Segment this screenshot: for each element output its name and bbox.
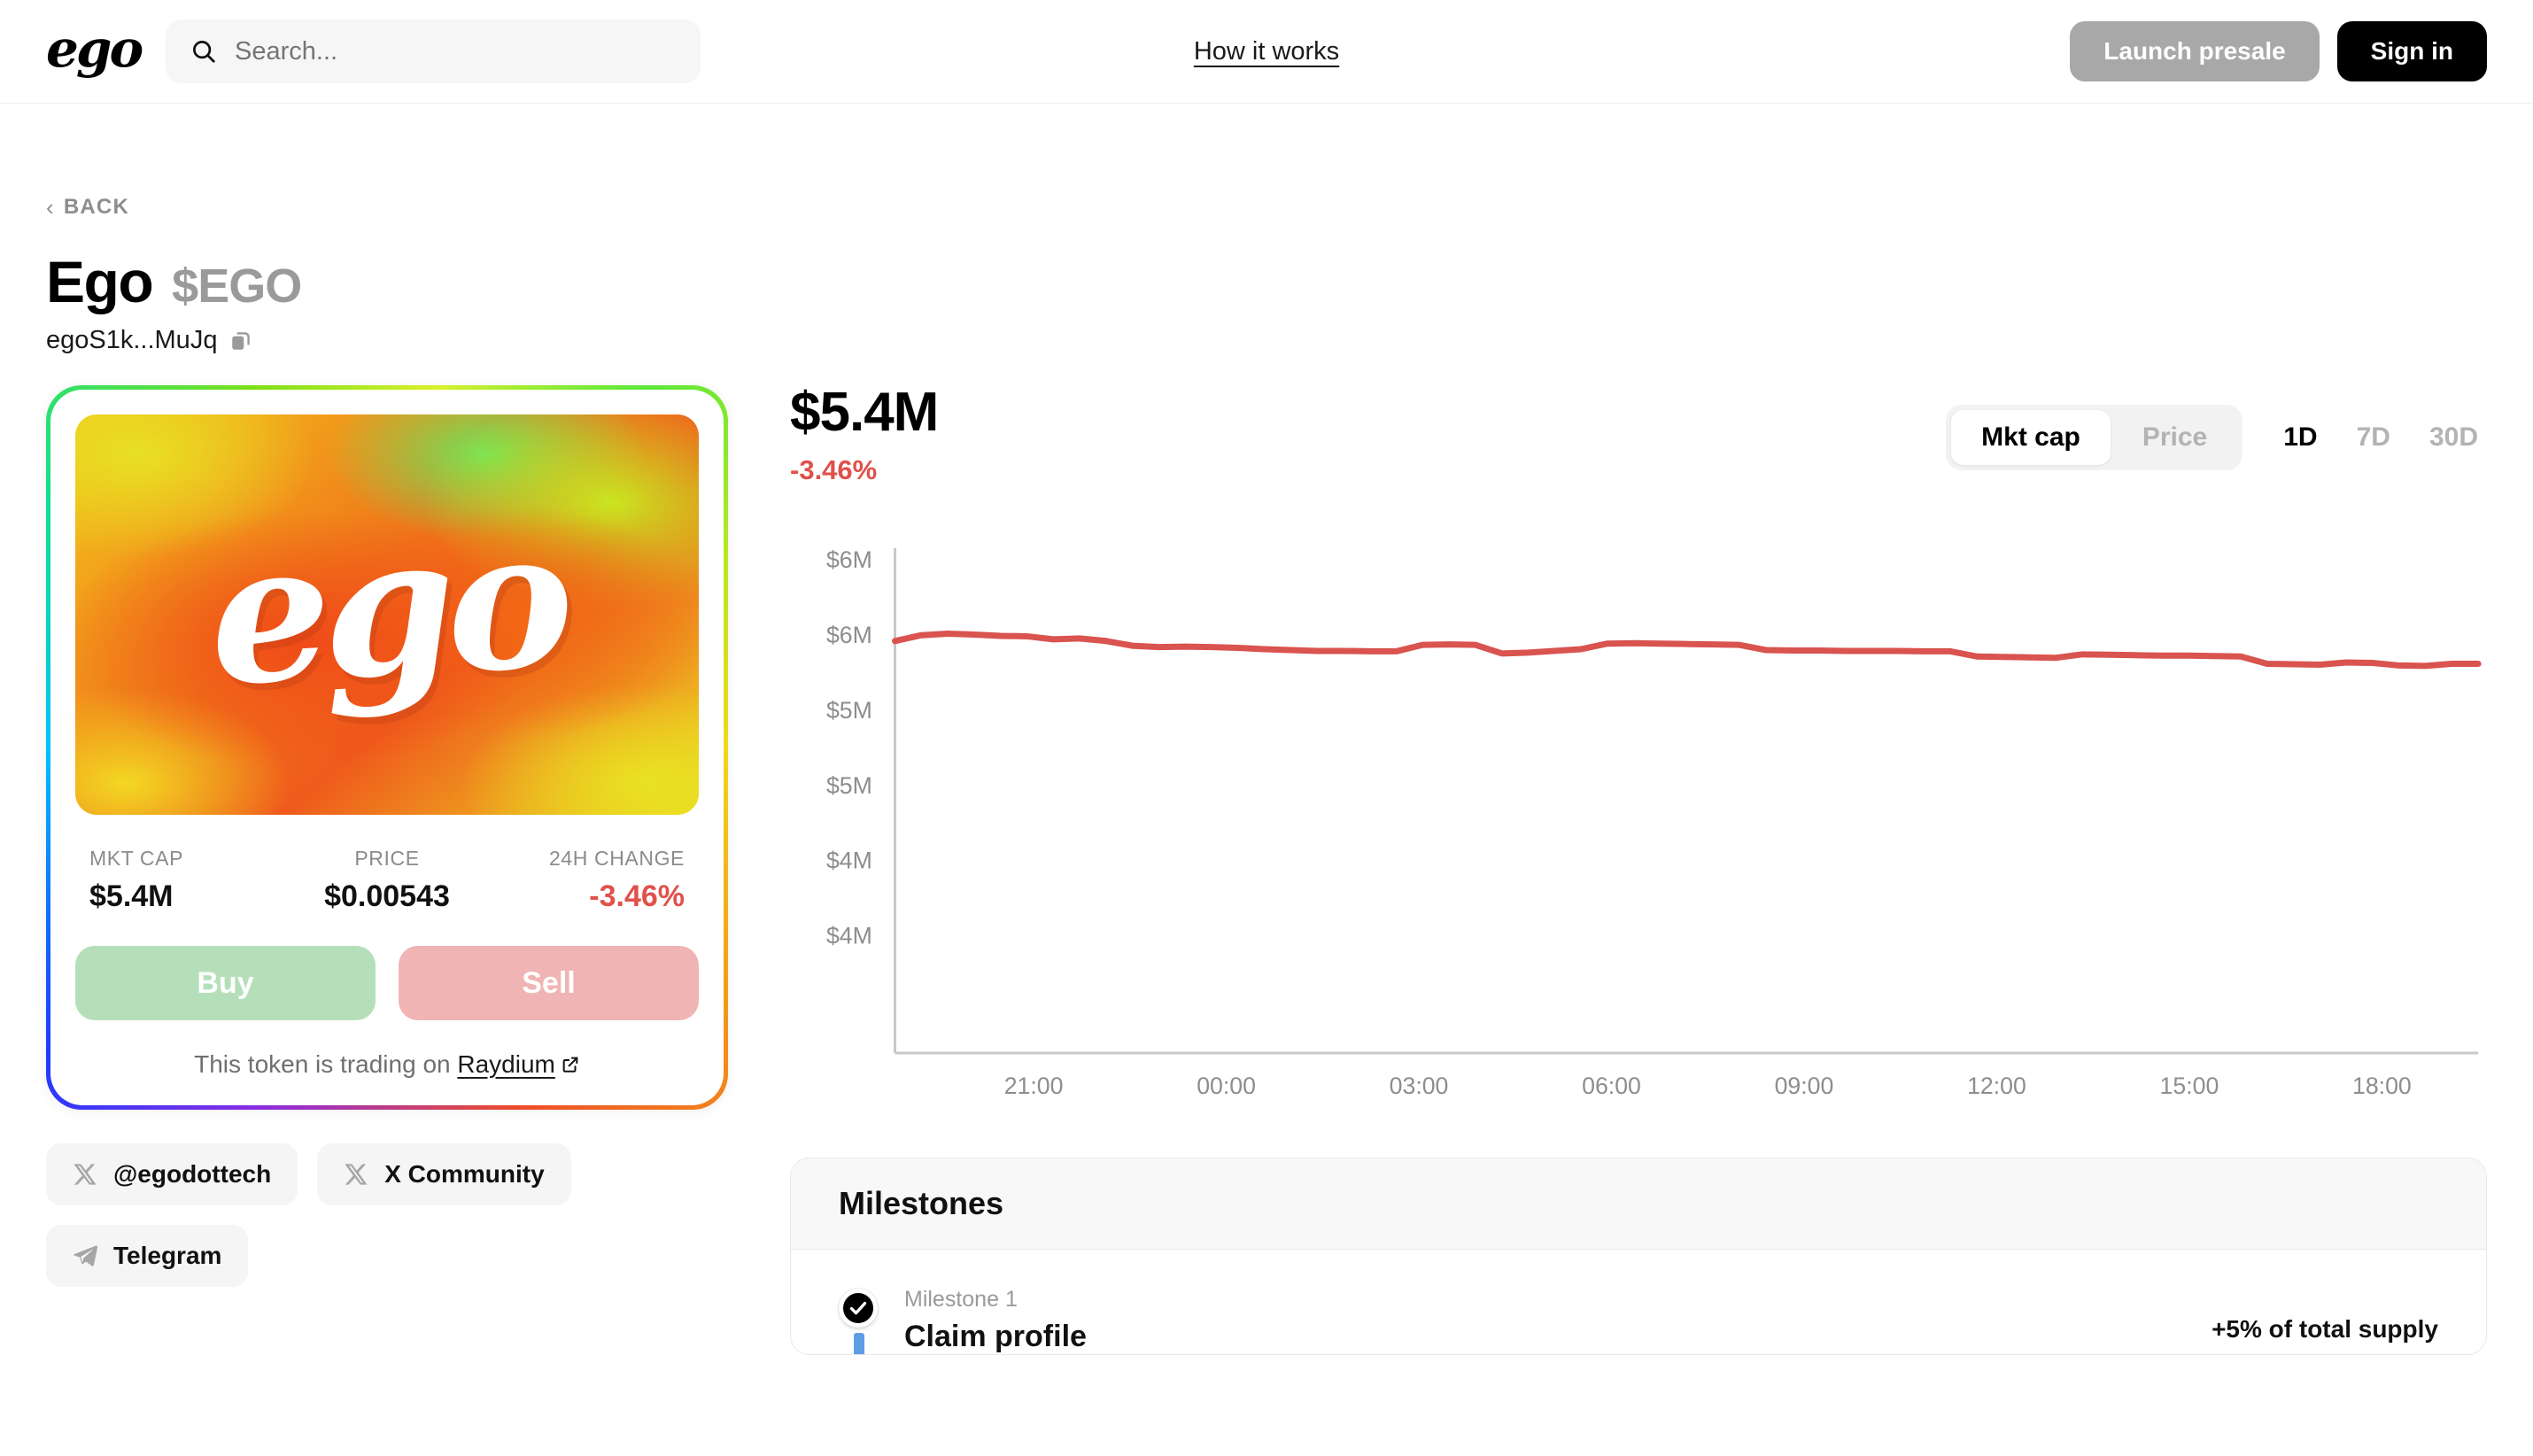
stat-value: $0.00543: [324, 879, 450, 913]
svg-text:$4M: $4M: [826, 922, 872, 949]
search-box[interactable]: [166, 19, 701, 83]
svg-text:$6M: $6M: [826, 546, 872, 573]
app-logo[interactable]: ego: [46, 19, 143, 79]
token-card: ego MKT CAP $5.4M PRICE $0.00543 24H CHA…: [46, 385, 728, 1110]
svg-text:15:00: 15:00: [2160, 1073, 2219, 1099]
token-image-label: ego: [204, 485, 570, 729]
svg-text:21:00: 21:00: [1004, 1073, 1064, 1099]
chart-change-value: -3.46%: [790, 454, 878, 485]
svg-text:00:00: 00:00: [1197, 1073, 1256, 1099]
trade-actions: Buy Sell: [75, 946, 699, 1020]
social-label: Telegram: [113, 1242, 222, 1269]
token-stats: MKT CAP $5.4M PRICE $0.00543 24H CHANGE …: [75, 847, 699, 914]
milestone-connector: [854, 1333, 864, 1354]
chart-canvas: $6M $6M $5M $5M $4M $4M 21:00 00:00 03:00 06:00 09…: [826, 546, 2487, 1099]
trading-venue-note: This token is trading on Raydium: [75, 1050, 699, 1079]
token-image: ego: [75, 414, 699, 815]
stat-value: $5.4M: [89, 879, 174, 913]
svg-text:06:00: 06:00: [1582, 1073, 1641, 1099]
milestone-title: Claim profile: [904, 1320, 1087, 1353]
tab-price[interactable]: Price: [2112, 410, 2237, 465]
stat-price: PRICE $0.00543: [288, 847, 486, 914]
search-icon: [193, 41, 215, 63]
svg-text:$5M: $5M: [826, 772, 872, 799]
milestone-row[interactable]: Milestone 1 Claim profile +5% of total s…: [791, 1250, 2486, 1354]
range-7d[interactable]: 7D: [2356, 422, 2390, 452]
app-header: ego How it works Launch presale Sign in: [0, 0, 2533, 104]
raydium-link[interactable]: Raydium: [457, 1050, 555, 1078]
content-columns: ego MKT CAP $5.4M PRICE $0.00543 24H CHA…: [46, 385, 2487, 1355]
back-label: BACK: [63, 195, 129, 219]
milestones-title: Milestones: [791, 1158, 2486, 1250]
metric-toggle: Mkt cap Price: [1946, 405, 2243, 470]
x-icon: [74, 1164, 97, 1185]
milestone-supply: +5% of total supply: [2212, 1315, 2438, 1343]
chart-summary: $5.4M -3.46%: [790, 382, 939, 486]
svg-text:$5M: $5M: [826, 697, 872, 724]
check-circle-icon: [839, 1289, 878, 1328]
token-address: egoS1k...MuJq: [46, 326, 218, 354]
chart-header: $5.4M -3.46% Mkt cap Price 1D 7D 30D: [790, 385, 2487, 486]
social-label: X Community: [384, 1160, 545, 1188]
trading-prefix: This token is trading on: [194, 1050, 451, 1078]
token-ticker: $EGO: [172, 259, 302, 313]
chart-price-value: $5.4M: [790, 382, 939, 443]
sign-in-button[interactable]: Sign in: [2336, 21, 2487, 81]
milestone-body: Milestone 1 Claim profile: [904, 1287, 2212, 1354]
chevron-left-icon: ‹: [46, 194, 55, 221]
milestones-card: Milestones Milestone 1 Claim profile: [790, 1158, 2487, 1355]
svg-text:$6M: $6M: [826, 622, 872, 648]
stat-24h-change: 24H CHANGE -3.46%: [486, 847, 685, 914]
stat-label: 24H CHANGE: [549, 847, 685, 870]
sell-button[interactable]: Sell: [399, 946, 699, 1020]
svg-text:12:00: 12:00: [1967, 1073, 2026, 1099]
chart-controls: Mkt cap Price 1D 7D 30D: [1946, 405, 2487, 470]
market-cap-chart[interactable]: $6M $6M $5M $5M $4M $4M 21:00 00:00 03:00 06:00 09…: [790, 539, 2487, 1117]
social-link-telegram[interactable]: Telegram: [46, 1225, 249, 1287]
page-title: Ego $EGO: [46, 248, 2487, 315]
x-icon: [345, 1164, 368, 1185]
search-input[interactable]: [235, 36, 676, 66]
range-30d[interactable]: 30D: [2428, 422, 2478, 452]
left-column: ego MKT CAP $5.4M PRICE $0.00543 24H CHA…: [46, 385, 728, 1355]
how-it-works-link[interactable]: How it works: [1193, 36, 1340, 66]
buy-button[interactable]: Buy: [75, 946, 376, 1020]
milestone-index-label: Milestone 1: [904, 1287, 1018, 1312]
svg-text:09:00: 09:00: [1775, 1073, 1834, 1099]
launch-presale-button[interactable]: Launch presale: [2070, 21, 2320, 81]
back-link[interactable]: ‹ BACK: [46, 195, 129, 220]
social-links: @egodottech X Community Telegram: [46, 1143, 728, 1287]
milestone-marker: [839, 1287, 904, 1354]
tab-mkt-cap[interactable]: Mkt cap: [1951, 410, 2111, 465]
svg-text:$4M: $4M: [826, 848, 872, 874]
social-link-x-handle[interactable]: @egodottech: [46, 1143, 298, 1205]
stat-label: PRICE: [354, 847, 420, 870]
stat-label: MKT CAP: [89, 847, 184, 870]
right-column: $5.4M -3.46% Mkt cap Price 1D 7D 30D: [790, 385, 2487, 1355]
social-link-x-community[interactable]: X Community: [317, 1143, 571, 1205]
token-address-copy[interactable]: egoS1k...MuJq: [46, 326, 252, 355]
svg-text:18:00: 18:00: [2352, 1073, 2412, 1099]
external-link-icon[interactable]: [561, 1055, 580, 1074]
page-body: ‹ BACK Ego $EGO egoS1k...MuJq ego MKT: [0, 195, 2533, 1355]
token-name: Ego: [46, 249, 154, 314]
stat-mkt-cap: MKT CAP $5.4M: [89, 847, 288, 914]
copy-icon[interactable]: [229, 329, 252, 352]
svg-text:03:00: 03:00: [1390, 1073, 1449, 1099]
social-label: @egodottech: [113, 1160, 272, 1188]
header-actions: Launch presale Sign in: [2070, 21, 2487, 81]
range-toggle: 1D 7D 30D: [2283, 422, 2478, 453]
telegram-icon: [74, 1245, 97, 1266]
stat-value: -3.46%: [589, 879, 685, 913]
range-1d[interactable]: 1D: [2283, 422, 2318, 452]
